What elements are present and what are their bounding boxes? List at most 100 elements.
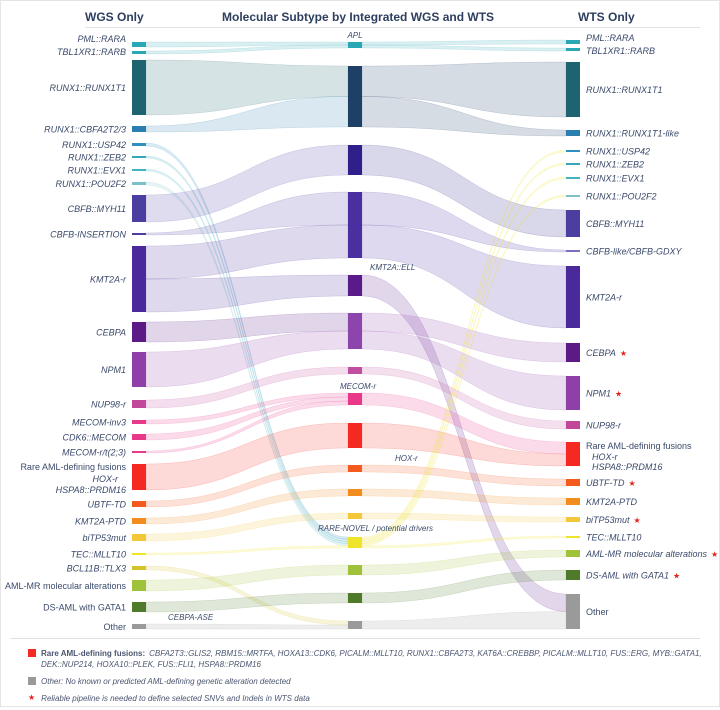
wts-node[interactable]: [566, 266, 580, 328]
wgs-node[interactable]: [132, 195, 146, 222]
wts-node[interactable]: [566, 150, 580, 152]
wgs-node[interactable]: [132, 143, 146, 146]
wgs-node[interactable]: [132, 501, 146, 507]
wgs-node[interactable]: [132, 400, 146, 408]
wts-node[interactable]: [566, 163, 580, 165]
wgs-node[interactable]: [132, 322, 146, 342]
wts-node-label: biTP53mut ★: [586, 515, 641, 525]
wgs-node[interactable]: [132, 60, 146, 115]
integrated-node[interactable]: [348, 537, 362, 548]
wts-node[interactable]: [566, 550, 580, 557]
wts-node-label: CEBPA ★: [586, 348, 627, 358]
wgs-node[interactable]: [132, 580, 146, 591]
wts-node-label: DS-AML with GATA1 ★: [586, 571, 680, 581]
wts-node-label: UBTF-TD ★: [586, 478, 636, 488]
integrated-node[interactable]: [348, 313, 362, 349]
wgs-node[interactable]: [132, 434, 146, 440]
wgs-node[interactable]: [132, 51, 146, 54]
wts-node[interactable]: [566, 40, 580, 44]
wgs-node-label: RUNX1::EVX1: [67, 166, 126, 176]
integrated-node[interactable]: [348, 621, 362, 629]
wgs-node-label: Other: [103, 622, 126, 632]
sub-label: HOX-r: [592, 452, 619, 462]
integrated-node[interactable]: [348, 192, 362, 258]
header-wgs-only: WGS Only: [85, 10, 144, 24]
wgs-node-label: CDK6::MECOM: [62, 433, 126, 443]
wts-node-label: RUNX1::USP42: [586, 147, 650, 157]
wts-node[interactable]: [566, 442, 580, 466]
wgs-node-label: RUNX1::CBFA2T2/3: [44, 125, 126, 135]
integrated-to-wts-link: [361, 44, 567, 52]
legend-rare-title: Rare AML-defining fusions:: [41, 649, 146, 658]
wgs-node[interactable]: [132, 233, 146, 235]
wts-node[interactable]: [566, 343, 580, 362]
integrated-node[interactable]: [348, 42, 362, 48]
wts-node[interactable]: [566, 498, 580, 505]
integrated-node[interactable]: [348, 66, 362, 127]
wgs-node-label: TEC::MLLT10: [71, 550, 126, 560]
integrated-node-label: CEBPA-ASE: [168, 613, 214, 622]
wgs-node[interactable]: [132, 451, 146, 453]
wgs-node[interactable]: [132, 42, 146, 47]
wgs-node[interactable]: [132, 553, 146, 555]
wts-node[interactable]: [566, 250, 580, 252]
sankey-nodes: [132, 40, 580, 629]
integrated-node[interactable]: [348, 593, 362, 603]
sankey-labels: PML::RARATBL1XR1::RARBRUNX1::RUNX1T1RUNX…: [5, 31, 718, 632]
integrated-node[interactable]: [348, 367, 362, 374]
wts-node-label-text: KMT2A-PTD: [586, 497, 638, 507]
wgs-node[interactable]: [132, 602, 146, 612]
wts-node-label-text: CEBPA: [586, 348, 616, 358]
integrated-to-wts-link: [361, 488, 567, 506]
wts-node[interactable]: [566, 177, 580, 179]
wgs-node[interactable]: [132, 352, 146, 387]
wts-node-label: PML::RARA: [586, 33, 635, 43]
wts-node[interactable]: [566, 421, 580, 429]
sankey-links: [145, 39, 567, 630]
integrated-node[interactable]: [348, 465, 362, 472]
wgs-to-integrated-link: [145, 330, 349, 388]
wts-node[interactable]: [566, 48, 580, 51]
wts-node[interactable]: [566, 517, 580, 522]
wgs-node[interactable]: [132, 518, 146, 524]
sankey-diagram: PML::RARATBL1XR1::RARBRUNX1::RUNX1T1RUNX…: [5, 31, 718, 632]
sub-label: HOX-r: [93, 474, 120, 484]
wgs-node-label: Rare AML-defining fusions: [20, 462, 126, 472]
legend-rare-swatch: [28, 649, 36, 657]
integrated-node[interactable]: [348, 565, 362, 575]
wgs-node[interactable]: [132, 420, 146, 424]
wgs-node-label: KMT2A-r: [90, 275, 127, 285]
wts-node[interactable]: [566, 130, 580, 136]
wgs-node[interactable]: [132, 534, 146, 541]
wts-node[interactable]: [566, 210, 580, 237]
wgs-node[interactable]: [132, 126, 146, 132]
integrated-node[interactable]: [348, 275, 362, 296]
integrated-node[interactable]: [348, 423, 362, 448]
wgs-node[interactable]: [132, 169, 146, 171]
integrated-node[interactable]: [348, 393, 362, 405]
wgs-node-label: biTP53mut: [82, 533, 126, 543]
wgs-node-label: DS-AML with GATA1: [43, 603, 126, 613]
wgs-node[interactable]: [132, 624, 146, 629]
legend: Rare AML-defining fusions: CBFA2T3::GLIS2…: [28, 648, 708, 710]
wgs-node-label: MECOM-inv3: [72, 418, 126, 428]
legend-divider: [10, 638, 700, 639]
wts-node[interactable]: [566, 594, 580, 629]
integrated-node[interactable]: [348, 513, 362, 519]
wts-node[interactable]: [566, 570, 580, 580]
integrated-node[interactable]: [348, 145, 362, 175]
wgs-node[interactable]: [132, 566, 146, 570]
wgs-node[interactable]: [132, 156, 146, 158]
wgs-node[interactable]: [132, 182, 146, 185]
wts-node-label-text: TBL1XR1::RARB: [586, 46, 655, 56]
wgs-node[interactable]: [132, 246, 146, 312]
wts-node[interactable]: [566, 536, 580, 538]
header-divider: [85, 27, 700, 28]
wts-node[interactable]: [566, 479, 580, 486]
wgs-node[interactable]: [132, 464, 146, 490]
legend-other-text: Other: No known or predicted AML-definin…: [41, 677, 291, 686]
wts-node[interactable]: [566, 376, 580, 410]
wts-node[interactable]: [566, 62, 580, 117]
wts-node[interactable]: [566, 195, 580, 197]
integrated-node[interactable]: [348, 489, 362, 496]
